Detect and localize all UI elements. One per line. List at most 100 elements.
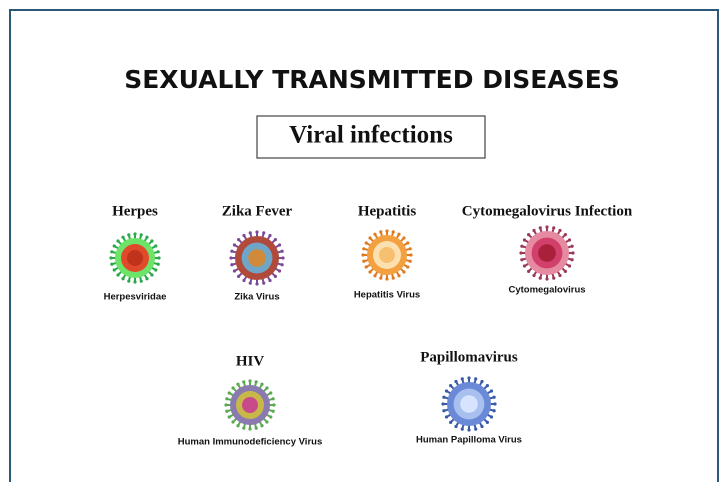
spike-tip — [362, 247, 365, 250]
spike-tip — [532, 229, 535, 232]
spike-tip — [237, 275, 240, 278]
spike-tip — [564, 270, 567, 273]
spike-tip — [255, 427, 258, 430]
spike-tip — [379, 230, 382, 233]
spike-tip — [224, 403, 227, 406]
spike-tip — [262, 231, 265, 234]
spike-tip — [558, 274, 561, 277]
spike-tip — [571, 251, 574, 254]
spike-tip — [236, 383, 239, 386]
spike-tip — [568, 264, 571, 267]
spike-tip — [385, 229, 388, 232]
spike-tip — [233, 243, 236, 246]
spike-tip — [265, 420, 268, 423]
spike-tip — [262, 282, 265, 285]
spike-tip — [461, 428, 464, 431]
spike-tip — [449, 421, 452, 424]
virus-caption: Human Papilloma Virus — [416, 435, 522, 446]
spike-tip — [392, 277, 395, 280]
spike-tip — [545, 277, 548, 280]
spike-tip — [242, 234, 245, 237]
spike-tip — [571, 258, 574, 261]
spike-tip — [402, 270, 405, 273]
virus-name: Herpes — [112, 203, 158, 219]
spike-tip — [520, 258, 523, 261]
spike-tip — [157, 250, 160, 253]
spike-tip — [490, 415, 493, 418]
spike-tip — [110, 250, 113, 253]
spike-tip — [116, 239, 119, 242]
virus-caption: Human Immunodeficiency Virus — [178, 437, 322, 448]
virus-name: Papillomavirus — [420, 349, 518, 365]
spike-tip — [532, 274, 535, 277]
core — [460, 395, 478, 413]
spike-tip — [474, 428, 477, 431]
spike-tip — [272, 410, 275, 413]
spike-tip — [454, 425, 457, 428]
spike-tip — [442, 409, 445, 412]
subtitle: Viral infections — [289, 122, 453, 149]
spike-tip — [154, 268, 157, 271]
spike-tip — [409, 247, 412, 250]
spike-tip — [242, 380, 245, 383]
spike-tip — [441, 402, 444, 405]
spike-tip — [493, 396, 496, 399]
spike-tip — [558, 229, 561, 232]
virus-icon — [224, 379, 275, 430]
spike-tip — [445, 415, 448, 418]
spike-tip — [260, 424, 263, 427]
spike-tip — [249, 282, 252, 285]
spike-tip — [527, 233, 530, 236]
spike-tip — [385, 277, 388, 280]
spike-tip — [278, 269, 281, 272]
virus-caption: Cytomegalovirus — [508, 285, 585, 296]
spike-tip — [397, 233, 400, 236]
spike-tip — [228, 415, 231, 418]
spike-tip — [461, 377, 464, 380]
spike-tip — [248, 427, 251, 430]
spike-tip — [109, 256, 112, 259]
spike-tip — [406, 265, 409, 268]
spike-tip — [157, 263, 160, 266]
spike-tip — [121, 277, 124, 280]
spike-tip — [281, 256, 284, 259]
spike-tip — [365, 241, 368, 244]
spike-tip — [248, 379, 251, 382]
spike-tip — [493, 402, 496, 405]
spike-tip — [368, 236, 371, 239]
spike-tip — [493, 409, 496, 412]
spike-tip — [445, 389, 448, 392]
spike-tip — [519, 251, 522, 254]
spike-tip — [260, 383, 263, 386]
spike-tip — [127, 280, 130, 283]
spike-tip — [145, 277, 148, 280]
spike-tip — [523, 264, 526, 267]
spike-tip — [233, 269, 236, 272]
virus-icon — [109, 232, 160, 283]
spike-tip — [140, 280, 143, 283]
virus-icon — [519, 225, 574, 280]
spike-tip — [269, 415, 272, 418]
spike-tip — [490, 389, 493, 392]
virus-icon — [229, 230, 284, 285]
spike-tip — [231, 420, 234, 423]
spike-tip — [154, 244, 157, 247]
spike-tip — [121, 236, 124, 239]
spike-tip — [361, 253, 364, 256]
spike-tip — [281, 263, 284, 266]
spike-tip — [552, 226, 555, 229]
spike-tip — [523, 238, 526, 241]
spike-tip — [113, 268, 116, 271]
spike-tip — [454, 380, 457, 383]
spike-tip — [225, 410, 228, 413]
spike-tip — [379, 277, 382, 280]
spike-tip — [392, 230, 395, 233]
spike-tip — [545, 225, 548, 228]
spike-tip — [467, 428, 470, 431]
core — [248, 249, 266, 267]
spike-tip — [268, 234, 271, 237]
spike-tip — [255, 282, 258, 285]
spike-tip — [365, 265, 368, 268]
spike-tip — [571, 245, 574, 248]
spike-tip — [406, 241, 409, 244]
